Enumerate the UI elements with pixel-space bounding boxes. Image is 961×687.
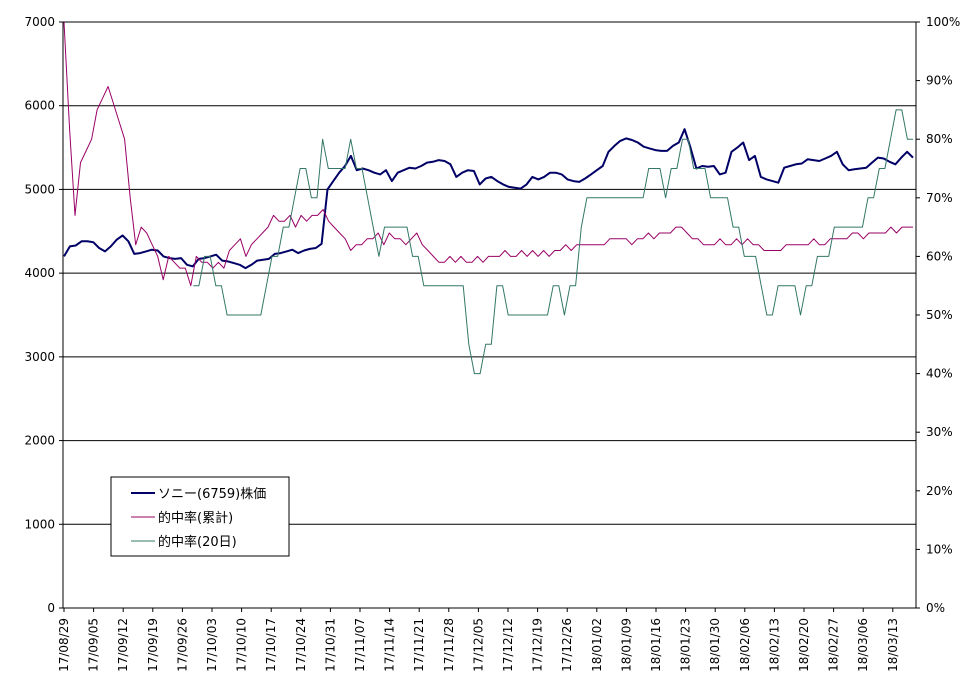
x-tick-label: 18/01/02 [590, 618, 604, 672]
right-tick-label: 60% [926, 249, 953, 263]
left-tick-label: 1000 [24, 517, 55, 531]
x-tick-label: 17/12/05 [471, 618, 485, 672]
right-tick-label: 90% [926, 74, 953, 88]
series-line-3 [193, 109, 913, 375]
x-tick-label: 17/10/24 [294, 618, 308, 672]
x-tick-label: 17/08/29 [57, 618, 71, 672]
x-tick-label: 18/01/23 [679, 618, 693, 672]
x-tick-label: 17/10/17 [264, 618, 278, 672]
right-tick-label: 40% [926, 367, 953, 381]
x-tick-label: 18/01/16 [649, 618, 663, 672]
series-line-2 [63, 21, 913, 287]
x-tick-label: 17/10/03 [205, 618, 219, 672]
x-tick-label: 18/02/27 [827, 618, 841, 672]
x-tick-label: 18/03/13 [886, 618, 900, 672]
right-tick-label: 80% [926, 132, 953, 146]
left-tick-label: 5000 [24, 182, 55, 196]
x-tick-label: 17/10/31 [323, 618, 337, 672]
series-line-1 [63, 128, 914, 270]
x-tick-label: 18/02/20 [797, 618, 811, 672]
right-tick-label: 100% [926, 15, 960, 29]
left-tick-label: 7000 [24, 15, 55, 29]
x-tick-label: 18/02/13 [767, 618, 781, 672]
right-tick-label: 0% [926, 601, 945, 615]
x-tick-label: 17/09/19 [146, 618, 160, 672]
x-tick-label: 17/12/19 [531, 618, 545, 672]
x-tick-label: 18/01/30 [708, 618, 722, 672]
x-tick-label: 17/12/26 [560, 618, 574, 672]
series-group [63, 21, 914, 375]
legend-label-2: 的中率(累計) [158, 510, 233, 526]
legend-label-1: ソニー(6759)株価 [158, 487, 266, 502]
x-tick-label: 18/02/06 [738, 618, 752, 672]
x-tick-label: 17/11/28 [442, 618, 456, 672]
right-axis: 0% 10% 20% 30% 40% 50% 60% 70% 80% 90% 100% [916, 15, 960, 615]
x-tick-label: 18/03/06 [856, 618, 870, 672]
legend-label-3: 的中率(20日) [158, 534, 237, 550]
x-tick-label: 17/09/26 [175, 618, 189, 672]
left-tick-label: 0 [47, 601, 55, 615]
right-tick-label: 50% [926, 308, 953, 322]
left-tick-label: 6000 [24, 99, 55, 113]
left-axis: 0 1000 2000 3000 4000 5000 6000 7000 [24, 15, 63, 615]
right-tick-label: 10% [926, 542, 953, 556]
left-tick-label: 2000 [24, 434, 55, 448]
x-axis: 17/08/29 17/09/05 17/09/12 17/09/19 17/09/26… [57, 608, 900, 672]
x-tick-label: 18/01/09 [619, 618, 633, 672]
x-tick-label: 17/11/14 [383, 618, 397, 672]
right-tick-label: 30% [926, 425, 953, 439]
left-tick-label: 4000 [24, 266, 55, 280]
x-tick-label: 17/11/21 [412, 618, 426, 672]
x-tick-label: 17/11/07 [353, 618, 367, 672]
x-tick-label: 17/09/12 [116, 618, 130, 672]
right-tick-label: 70% [926, 191, 953, 205]
x-tick-label: 17/10/10 [235, 618, 249, 672]
x-tick-label: 17/09/05 [87, 618, 101, 672]
x-tick-label: 17/12/12 [501, 618, 515, 672]
left-tick-label: 3000 [24, 350, 55, 364]
right-tick-label: 20% [926, 484, 953, 498]
